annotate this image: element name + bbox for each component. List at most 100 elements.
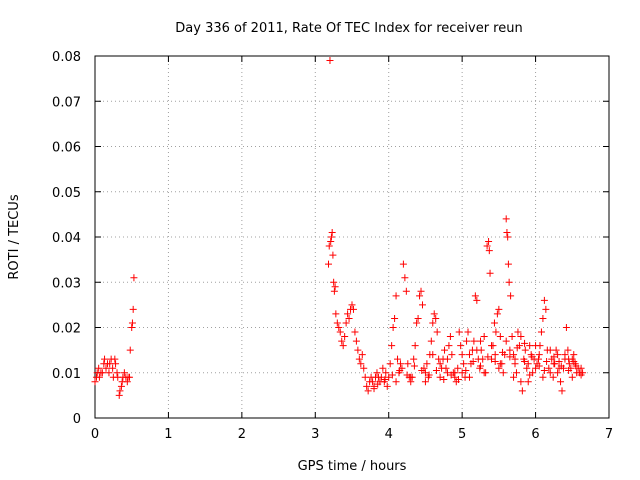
data-point: [329, 251, 337, 259]
data-point: [442, 364, 450, 372]
data-point: [480, 369, 488, 377]
data-point: [495, 364, 503, 372]
data-point: [126, 346, 134, 354]
data-point: [521, 339, 529, 347]
data-point: [510, 373, 518, 381]
data-point: [95, 364, 103, 372]
data-point: [540, 366, 548, 374]
y-tick-label: 0.08: [52, 50, 81, 65]
data-point: [523, 364, 531, 372]
data-point: [414, 314, 422, 322]
data-point: [336, 328, 344, 336]
data-point: [369, 378, 377, 386]
data-point: [508, 333, 516, 341]
data-point: [423, 360, 431, 368]
data-point: [477, 362, 484, 370]
data-point: [504, 233, 512, 241]
data-point: [499, 369, 507, 377]
data-point: [130, 274, 138, 282]
x-tick-label: 4: [385, 427, 393, 442]
data-point: [448, 351, 456, 359]
data-point: [335, 324, 343, 331]
data-point: [495, 305, 503, 313]
data-point: [418, 301, 426, 309]
data-point: [349, 305, 357, 313]
data-point: [95, 373, 103, 381]
data-point: [436, 360, 444, 368]
data-point: [542, 305, 550, 313]
data-point: [469, 357, 477, 365]
data-point: [490, 319, 498, 327]
data-point: [510, 351, 518, 359]
data-point: [432, 314, 440, 322]
data-point: [473, 346, 481, 354]
y-tick-label: 0: [73, 412, 81, 427]
data-point: [430, 310, 438, 318]
data-point: [473, 296, 481, 304]
data-point: [479, 355, 487, 363]
data-point: [526, 342, 534, 350]
data-point: [126, 373, 134, 381]
data-point: [549, 373, 557, 381]
data-point: [402, 287, 410, 295]
data-point: [554, 351, 562, 359]
y-tick-label: 0.03: [52, 276, 81, 291]
data-point: [521, 357, 529, 365]
data-point: [465, 351, 473, 359]
data-point: [381, 376, 389, 384]
chart-title: Day 336 of 2011, Rate Of TEC Index for r…: [175, 21, 522, 36]
data-point: [535, 362, 543, 370]
data-point: [511, 355, 519, 363]
data-point: [513, 344, 521, 352]
data-point: [360, 364, 368, 372]
data-point: [410, 362, 418, 370]
data-point: [517, 333, 525, 341]
data-point: [460, 360, 468, 368]
data-point: [342, 319, 350, 327]
x-tick-label: 6: [531, 427, 539, 442]
data-point: [351, 328, 359, 336]
data-point: [540, 296, 548, 304]
data-point: [436, 373, 444, 381]
data-point: [492, 328, 500, 336]
data-point: [115, 391, 123, 399]
data-point: [577, 371, 585, 379]
data-point: [496, 333, 504, 341]
data-point: [537, 328, 545, 336]
data-point: [440, 376, 448, 384]
data-point: [333, 319, 341, 327]
data-point: [105, 369, 113, 377]
data-point: [348, 301, 356, 309]
y-tick-label: 0.06: [52, 141, 81, 156]
data-point: [421, 369, 429, 377]
data-point: [339, 342, 347, 350]
data-point: [106, 360, 114, 368]
data-point: [514, 328, 522, 336]
data-point: [565, 366, 573, 374]
data-point: [491, 357, 499, 365]
data-point: [373, 369, 381, 377]
data-point: [491, 351, 499, 359]
data-point: [403, 371, 411, 379]
data-point: [388, 371, 396, 379]
data-point: [361, 373, 369, 381]
data-point: [401, 274, 409, 282]
data-point: [504, 260, 512, 268]
data-point: [391, 314, 399, 322]
data-point: [465, 373, 473, 381]
data-point: [503, 228, 511, 236]
data-point: [483, 242, 491, 250]
data-point: [327, 238, 335, 246]
data-point: [546, 369, 554, 377]
data-point: [554, 369, 562, 377]
data-point: [404, 360, 412, 368]
data-point: [341, 333, 349, 341]
x-tick-label: 5: [458, 427, 466, 442]
data-point: [352, 337, 360, 345]
data-point: [506, 346, 514, 354]
data-point: [451, 369, 459, 377]
data-point: [550, 360, 558, 368]
data-point: [383, 382, 391, 390]
data-point: [471, 292, 479, 300]
